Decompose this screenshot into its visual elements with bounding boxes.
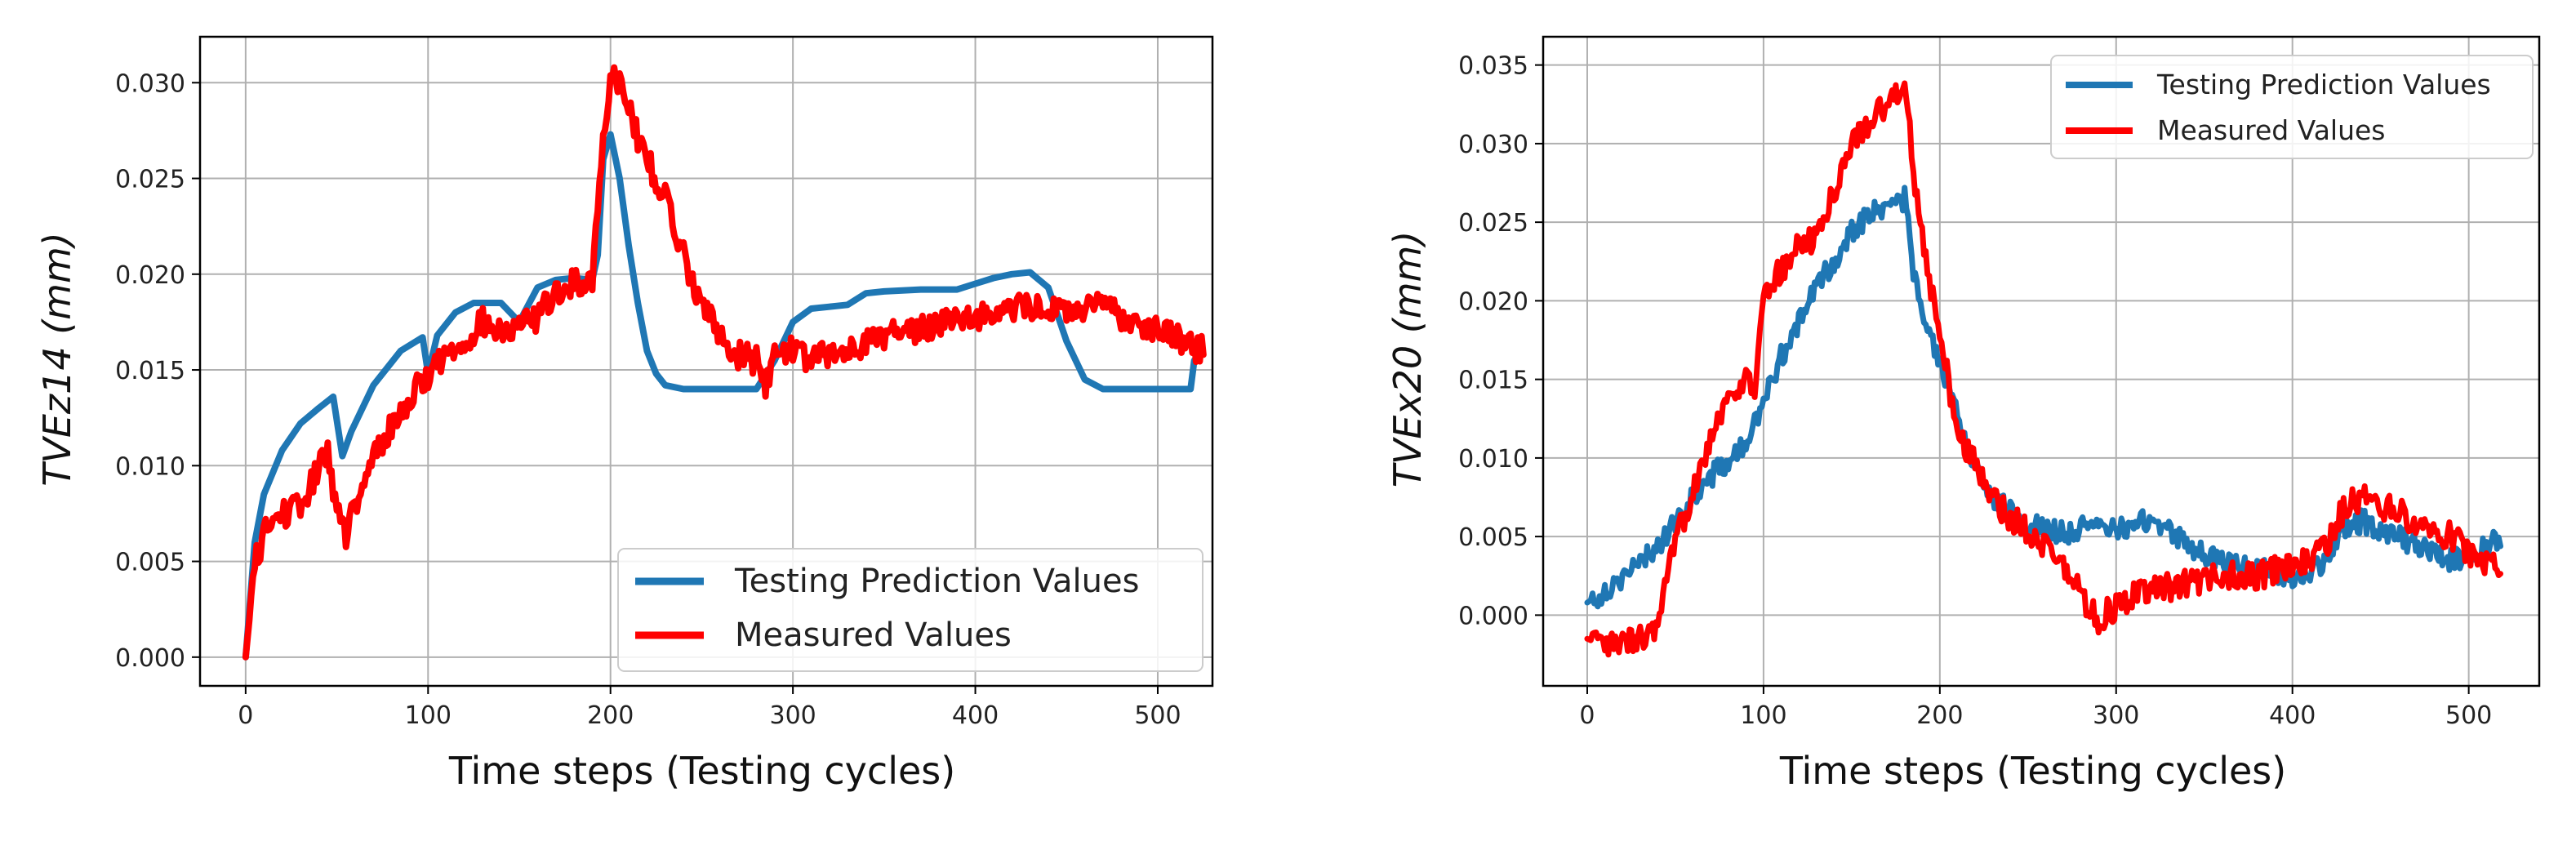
chart-2-x-tick-label: 0 bbox=[1579, 701, 1595, 730]
chart-1-y-tick-label: 0.025 bbox=[115, 166, 185, 194]
chart-2-legend: Testing Prediction Values Measured Value… bbox=[2050, 55, 2534, 159]
chart-2-y-axis-label: TVEx20 (mm) bbox=[1386, 231, 1430, 488]
chart-2-x-tick-label: 400 bbox=[2269, 701, 2316, 730]
chart-1-grid bbox=[200, 37, 1212, 686]
chart-1-y-tick-label: 0.015 bbox=[115, 357, 185, 385]
chart-1-x-tick-label: 0 bbox=[238, 701, 253, 730]
chart-1-x-tick-label: 300 bbox=[769, 701, 816, 730]
chart-1-ticks: 0 100 200 300 400 500 0.000 0.005 0.010 0.015 0.02… bbox=[115, 69, 1181, 730]
chart-2-y-tick-label: 0.005 bbox=[1458, 523, 1528, 552]
chart-1-x-tick-label: 200 bbox=[587, 701, 634, 730]
chart-2-legend-label-prediction: Testing Prediction Values bbox=[2156, 69, 2491, 100]
chart-2-y-axis-label-base: TVEx20 bbox=[1386, 345, 1430, 487]
chart-1-plot-frame bbox=[198, 35, 1214, 687]
chart-2-series bbox=[1584, 80, 2503, 658]
chart-1-legend-box bbox=[617, 548, 1203, 672]
chart-2-y-tick-label: 0.000 bbox=[1458, 602, 1528, 630]
chart-1-y-tick-label: 0.030 bbox=[115, 69, 185, 98]
chart-2-y-tick-label: 0.035 bbox=[1458, 52, 1528, 81]
chart-2-y-tick-label: 0.020 bbox=[1458, 287, 1528, 316]
chart-1: 0 100 200 300 400 500 0.000 0.005 0.010 0.015 0.02… bbox=[35, 35, 1214, 793]
chart-2-y-tick-label: 0.030 bbox=[1458, 131, 1528, 159]
chart-2-legend-label-measured: Measured Values bbox=[2157, 114, 2386, 146]
chart-2-y-tick-label: 0.015 bbox=[1458, 367, 1528, 395]
chart-1-y-axis-label: TVEz14 (mm) bbox=[35, 232, 79, 486]
chart-2-legend-box bbox=[2050, 55, 2534, 159]
chart-1-series-prediction-line bbox=[242, 131, 1203, 661]
chart-1-y-tick-label: 0.020 bbox=[115, 261, 185, 290]
chart-1-legend-label-prediction: Testing Prediction Values bbox=[734, 563, 1139, 600]
chart-1-y-tick-label: 0.005 bbox=[115, 549, 185, 577]
chart-1-legend: Testing Prediction Values Measured Value… bbox=[617, 548, 1203, 672]
chart-1-x-tick-label: 500 bbox=[1134, 701, 1181, 730]
chart-2-x-tick-label: 200 bbox=[1916, 701, 1963, 730]
chart-2: 0 100 200 300 400 500 0.000 0.005 0.010 0.015 0.02… bbox=[1386, 35, 2541, 793]
chart-2-y-axis-label-unit: (mm) bbox=[1386, 231, 1430, 334]
chart-1-y-axis-label-unit: (mm) bbox=[35, 232, 79, 335]
chart-2-x-tick-label: 300 bbox=[2093, 701, 2139, 730]
chart-2-series-measured-line bbox=[1584, 80, 2503, 658]
chart-1-x-tick-label: 100 bbox=[405, 701, 452, 730]
chart-2-y-tick-label: 0.010 bbox=[1458, 445, 1528, 474]
chart-2-y-tick-label: 0.025 bbox=[1458, 209, 1528, 238]
chart-1-x-axis-label: Time steps (Testing cycles) bbox=[448, 749, 955, 793]
chart-2-plot-frame bbox=[1542, 35, 2541, 687]
chart-2-x-tick-label: 500 bbox=[2445, 701, 2492, 730]
chart-1-series bbox=[242, 64, 1207, 661]
chart-1-x-tick-label: 400 bbox=[952, 701, 999, 730]
chart-1-y-tick-label: 0.000 bbox=[115, 644, 185, 673]
chart-1-y-axis-label-base: TVEz14 bbox=[35, 346, 79, 486]
chart-2-x-tick-label: 100 bbox=[1740, 701, 1786, 730]
chart-2-x-axis-label: Time steps (Testing cycles) bbox=[1779, 749, 2286, 793]
chart-1-y-tick-label: 0.010 bbox=[115, 452, 185, 481]
chart-1-legend-label-measured: Measured Values bbox=[735, 616, 1012, 654]
chart-1-series-measured-line bbox=[242, 64, 1207, 661]
chart-2-ticks: 0 100 200 300 400 500 0.000 0.005 0.010 0.015 0.02… bbox=[1458, 52, 2492, 730]
